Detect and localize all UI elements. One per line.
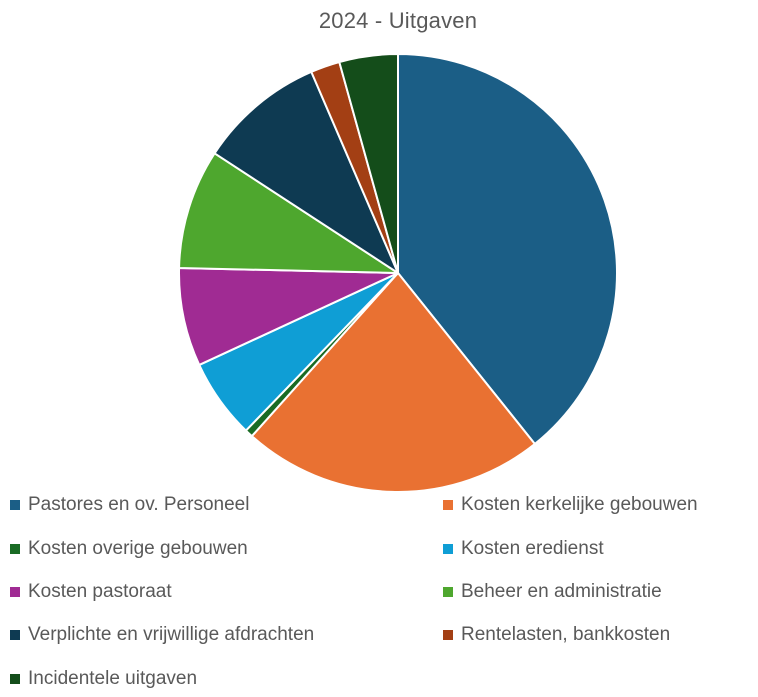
- chart-title: 2024 - Uitgaven: [318, 8, 478, 33]
- pie-slice-1: [397, 53, 618, 445]
- pie-slice-6: [178, 152, 399, 274]
- pie-slice-5: [178, 266, 399, 366]
- pie-slice-9: [338, 53, 399, 274]
- pie-slice-2: [250, 272, 536, 493]
- pie-slice-7: [213, 70, 399, 274]
- pie-slices: [178, 53, 618, 493]
